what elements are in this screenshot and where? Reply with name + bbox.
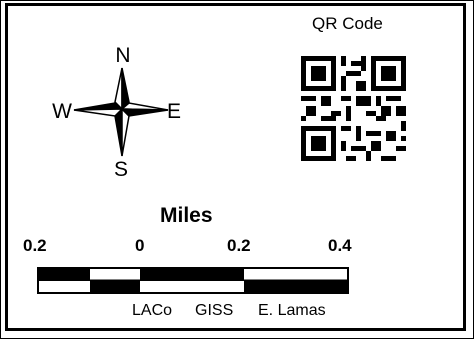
credit-department: GISS [195,302,234,319]
qr-code-icon [301,56,406,161]
compass-north-label: N [115,44,130,67]
compass-star [73,67,169,157]
scale-tick-label: 0 [135,236,145,255]
compass-west-label: W [52,100,72,123]
credit-author: E. Lamas [258,302,326,319]
scale-units-label: Miles [160,204,213,227]
scale-tick-label: 0.2 [23,236,47,255]
compass-east-label: E [167,100,181,123]
scale-tick-label: 0.2 [227,236,251,255]
qr-code-title: QR Code [312,14,383,33]
scale-bar [37,267,349,294]
scale-tick-label: 0.4 [328,236,352,255]
compass-rose-icon: N S W E [52,44,181,181]
compass-south-label: S [114,158,128,181]
credit-agency: LACo [132,302,173,319]
